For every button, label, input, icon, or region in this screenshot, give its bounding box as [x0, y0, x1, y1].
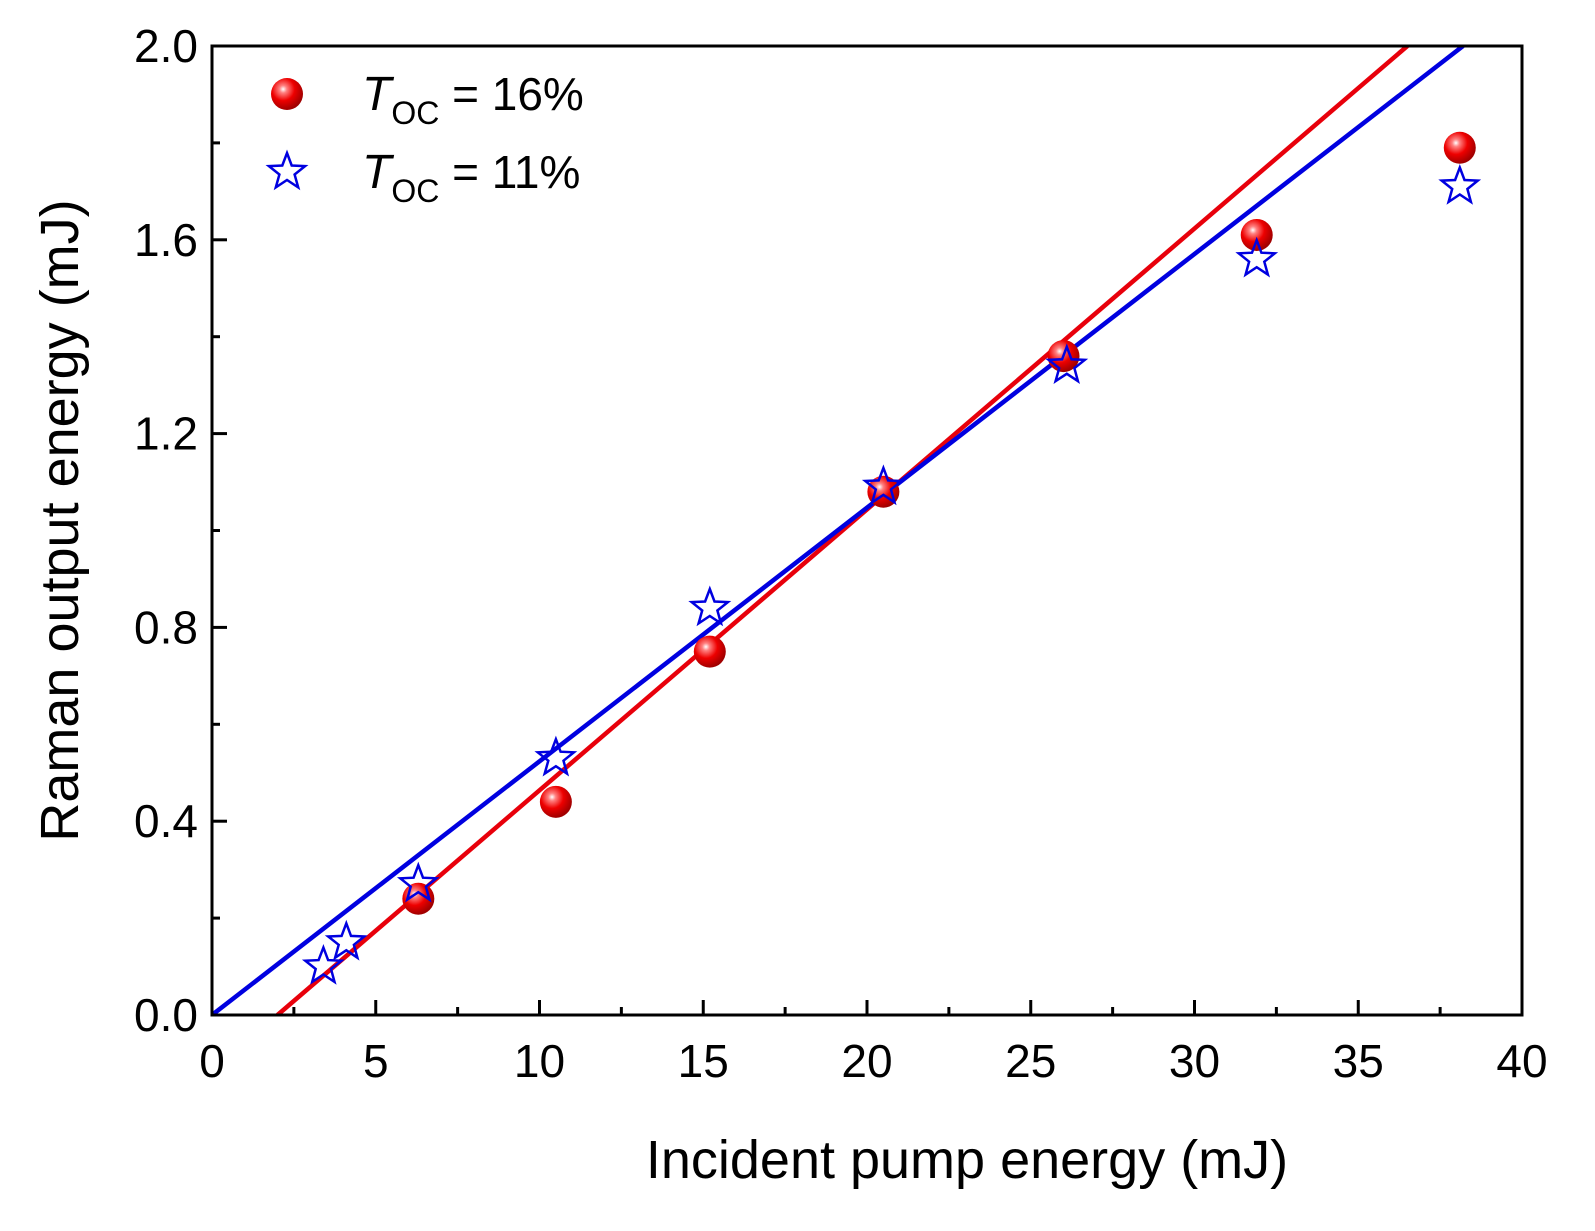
- data-point-s1-1: [324, 919, 368, 961]
- legend: TOC = 16% TOC = 11%: [265, 68, 584, 209]
- legend-marker-0: [271, 78, 303, 110]
- y-axis-title: Raman output energy (mJ): [30, 199, 90, 841]
- data-point-s0-5: [1240, 218, 1273, 251]
- x-tick-label-7: 35: [1333, 1035, 1384, 1087]
- x-tick-label-8: 40: [1496, 1035, 1547, 1087]
- data-point-s1-2: [396, 861, 440, 903]
- fit-line-0: [276, 46, 1409, 1015]
- x-tick-label-2: 10: [514, 1035, 565, 1087]
- legend-item-toc-11: TOC = 11%: [265, 146, 580, 209]
- x-tick-label-0: 0: [199, 1035, 225, 1087]
- data-point-s0-6: [1443, 131, 1476, 164]
- data-point-s1-8: [1438, 163, 1482, 205]
- legend-label-1: TOC = 11%: [362, 146, 580, 209]
- legend-label-0: TOC = 16%: [362, 68, 584, 131]
- data-markers: [301, 131, 1482, 985]
- legend-item-toc-16: TOC = 16%: [271, 68, 584, 131]
- legend-symbol-0: T: [362, 68, 395, 121]
- legend-suffix-1: = 11%: [439, 146, 580, 198]
- x-tick-label-6: 30: [1169, 1035, 1220, 1087]
- legend-suffix-0: = 16%: [439, 68, 584, 120]
- legend-symbol-1: T: [362, 146, 395, 199]
- y-tick-label-4: 1.6: [134, 214, 198, 266]
- fit-line-1: [212, 46, 1465, 1015]
- data-point-s1-6: [1045, 343, 1089, 384]
- data-point-s0-1: [539, 785, 572, 818]
- data-point-s1-7: [1235, 236, 1279, 278]
- axes: 0 5 10 15 20 25 30 35 40 0.0 0.4 0.8 1.2 1.6 2.0: [134, 20, 1548, 1087]
- data-point-s1-3: [534, 735, 578, 777]
- x-tick-label-4: 20: [841, 1035, 892, 1087]
- legend-marker-1: [265, 149, 309, 191]
- data-point-s1-5: [861, 464, 905, 506]
- data-point-s0-2: [693, 635, 726, 668]
- x-axis-title: Incident pump energy (mJ): [646, 1130, 1288, 1190]
- y-tick-label-3: 1.2: [134, 408, 198, 460]
- y-tick-label-5: 2.0: [134, 20, 198, 72]
- data-point-s1-4: [688, 585, 732, 627]
- legend-subscript-1: OC: [391, 173, 439, 209]
- x-tick-label-5: 25: [1005, 1035, 1056, 1087]
- x-tick-label-3: 15: [678, 1035, 729, 1087]
- x-tick-label-1: 5: [363, 1035, 389, 1087]
- y-tick-label-2: 0.8: [134, 601, 198, 653]
- y-tick-label-1: 0.4: [134, 795, 198, 847]
- legend-subscript-0: OC: [391, 95, 439, 131]
- fit-lines: [212, 46, 1465, 1015]
- data-point-s1-0: [301, 943, 345, 985]
- y-tick-label-0: 0.0: [134, 989, 198, 1041]
